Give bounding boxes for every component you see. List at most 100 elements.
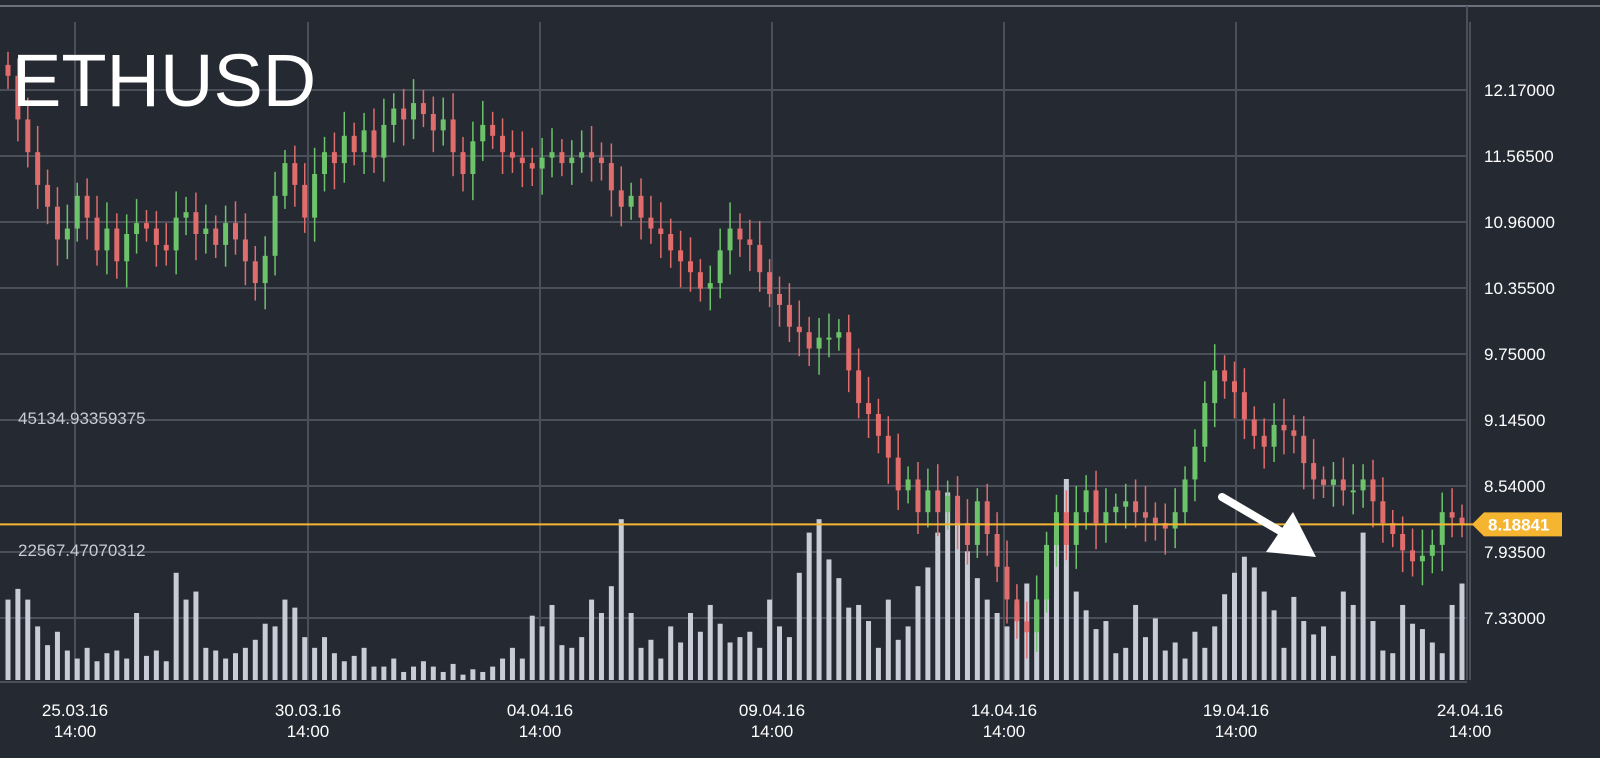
- candle: [757, 220, 763, 292]
- candle: [945, 480, 951, 530]
- volume-bar: [262, 623, 268, 680]
- x-tick-date: 14.04.16: [971, 701, 1037, 720]
- candle-body: [1301, 435, 1307, 464]
- volume-bar: [1261, 591, 1267, 680]
- volume-bar: [1133, 604, 1139, 680]
- candle-body: [94, 217, 100, 251]
- volume-bar: [1202, 647, 1208, 680]
- volume-bar: [302, 637, 308, 680]
- candle-body: [1004, 566, 1010, 600]
- volume-bar: [826, 559, 832, 680]
- candle-body: [984, 501, 990, 534]
- volume-bar: [1142, 637, 1148, 680]
- volume-bar: [1192, 631, 1198, 680]
- x-tick-date: 24.04.16: [1437, 701, 1503, 720]
- candle-body: [84, 195, 90, 218]
- candle: [519, 131, 525, 188]
- candle: [618, 166, 624, 227]
- candle-body: [1024, 621, 1030, 633]
- candle: [1113, 493, 1119, 526]
- candle-body: [796, 326, 802, 333]
- candle-body: [697, 272, 703, 289]
- volume-bar: [1370, 621, 1376, 680]
- volume-bar: [1113, 653, 1119, 680]
- volume-bar: [1311, 634, 1317, 680]
- candle: [292, 145, 298, 207]
- candle: [282, 150, 288, 209]
- candle: [1222, 355, 1228, 399]
- candle-body: [1429, 544, 1435, 556]
- candle-layer: [5, 51, 1465, 659]
- candle-body: [579, 152, 585, 158]
- candle: [905, 466, 911, 504]
- current-price-layer: 8.18841: [0, 512, 1562, 537]
- candle: [955, 476, 961, 550]
- candle-body: [974, 501, 980, 545]
- candle: [529, 147, 535, 186]
- volume-bar: [925, 567, 931, 680]
- candle-body: [816, 337, 822, 349]
- volume-bar: [678, 642, 684, 680]
- volume-bar: [1093, 629, 1099, 680]
- candle: [54, 187, 60, 266]
- volume-bar: [490, 666, 496, 680]
- volume-bar: [114, 650, 120, 680]
- volume-bar: [272, 626, 278, 680]
- candle: [1103, 488, 1109, 543]
- candle-body: [1212, 370, 1218, 404]
- candle: [559, 139, 565, 177]
- volume-bar: [1350, 604, 1356, 680]
- candle: [35, 126, 41, 209]
- volume-bar: [856, 604, 862, 680]
- volume-bar: [64, 650, 70, 680]
- candle-body: [717, 250, 723, 284]
- candle-body: [411, 103, 417, 120]
- candle: [1380, 477, 1386, 543]
- candle: [1271, 403, 1277, 462]
- candle: [1340, 457, 1346, 506]
- candle-body: [45, 184, 51, 207]
- candle-body: [589, 152, 595, 158]
- candle: [302, 163, 308, 233]
- volume-bar: [391, 658, 397, 680]
- candle: [668, 218, 674, 268]
- volume-bar: [252, 639, 258, 680]
- volume-bar: [153, 650, 159, 680]
- volume-bar: [885, 599, 891, 680]
- candle-body: [331, 152, 337, 164]
- volume-bar: [1321, 626, 1327, 680]
- candle: [885, 416, 891, 484]
- white-arrow-icon: [1218, 493, 1316, 557]
- candle-body: [54, 206, 60, 240]
- volume-bar: [124, 658, 130, 680]
- candle: [509, 130, 515, 173]
- volume-bar: [994, 613, 1000, 680]
- candle-body: [1232, 381, 1238, 393]
- volume-bar: [312, 647, 318, 680]
- volume-bar: [1222, 594, 1228, 680]
- volume-bar: [796, 572, 802, 680]
- candle: [45, 169, 51, 225]
- candle: [1152, 502, 1158, 541]
- volume-bar: [569, 647, 575, 680]
- candle: [678, 230, 684, 288]
- candle: [223, 205, 229, 267]
- volume-bar: [322, 637, 328, 680]
- candle: [569, 140, 575, 185]
- candle: [163, 223, 169, 266]
- candle-body: [302, 184, 308, 218]
- candle: [1044, 531, 1050, 613]
- volume-bar: [747, 631, 753, 680]
- volume-bar: [816, 519, 822, 680]
- volume-bar: [143, 655, 149, 680]
- candle: [371, 108, 377, 173]
- candle-body: [223, 223, 229, 245]
- candle: [1449, 488, 1455, 538]
- y-tick-label: 9.75000: [1484, 345, 1545, 364]
- x-tick-date: 25.03.16: [42, 701, 108, 720]
- candle-body: [134, 223, 140, 234]
- volume-bar: [223, 658, 229, 680]
- volume-bar: [1301, 621, 1307, 680]
